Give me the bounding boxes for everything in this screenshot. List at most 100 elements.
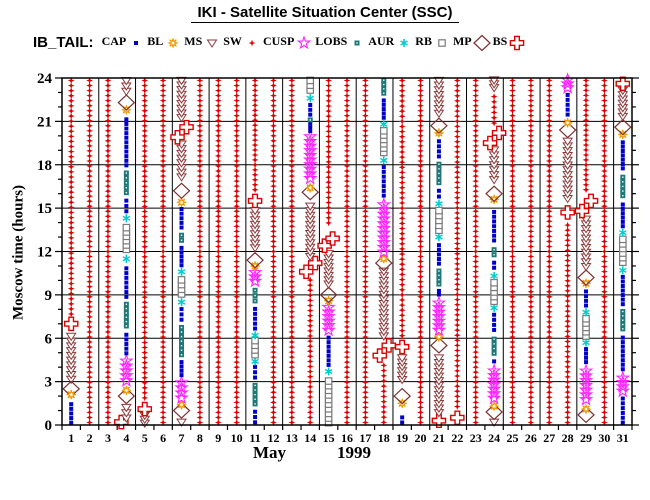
day-27-markers [545,77,553,426]
y-tick-label: 18 [37,158,52,174]
x-tick-label: 28 [562,431,574,445]
x-tick-label: 12 [267,431,279,445]
x-tick-label: 27 [543,431,555,445]
day-3-markers [104,77,112,426]
x-tick-label: 2 [87,431,93,445]
x-tick-label: 16 [341,431,353,445]
legend-item-label: CAP [101,34,127,49]
day-21-markers [430,76,448,428]
day-24-markers [482,76,507,428]
legend-item-BL: BL [147,33,182,51]
legend-item-label: AUR [368,34,395,49]
asterisk-cyan [400,39,409,48]
day-4-markers [114,77,136,430]
x-tick-label: 26 [525,431,537,445]
axes-frame [55,77,639,430]
x-tick-label: 11 [249,431,260,445]
day-10-markers [233,77,241,426]
x-tick-label: 31 [617,431,629,445]
day-2-markers [86,77,93,426]
day-19-markers [393,77,412,425]
page-title: IKI - Satellite Situation Center (SSC) [0,4,650,23]
legend-item-label: BS [492,34,508,49]
day-9-markers [214,77,222,426]
day-18-markers [372,77,397,426]
open-diamond-maroon [472,35,491,52]
x-tick-label: 4 [123,431,129,445]
day-5-markers [137,77,153,428]
x-tick-label: 7 [179,431,185,445]
day-7-markers [170,76,194,428]
page-title-text: IKI - Satellite Situation Center (SSC) [191,4,459,23]
day-13-markers [288,77,296,426]
legend-items: CAP BL MS SW CUSP LOBS AUR RB MP BS [102,33,529,52]
open-triangle-down-maroon [206,39,218,49]
x-tick-label: 25 [506,431,518,445]
open-star-magenta [296,35,312,50]
day-31-markers [613,76,632,425]
y-tick-label: 6 [45,331,53,347]
x-tick-label: 17 [359,431,371,445]
x-tick-label: 14 [304,431,316,445]
x-axis-month-label: May [253,443,287,462]
x-tick-label: 29 [580,431,592,445]
day-1-markers [62,77,81,425]
day-12-markers [270,77,277,426]
y-tick-label: 0 [45,418,53,434]
filled-square-teal [354,40,360,46]
open-sun-orange [168,38,178,49]
x-tick-label: 3 [105,431,111,445]
y-tick-label: 3 [45,375,53,391]
x-tick-label: 22 [451,431,463,445]
day-29-markers [574,77,599,424]
day-columns [62,72,632,430]
day-8-markers [196,77,204,426]
x-tick-label: 30 [598,431,610,445]
legend-item-BS: BS [493,33,527,51]
filled-star-red [248,40,256,47]
day-15-markers [317,77,340,427]
legend-item-CAP: CAP [102,33,146,51]
y-tick-label: 15 [37,201,52,217]
x-tick-label: 8 [197,431,203,445]
x-tick-label: 18 [378,431,390,445]
day-23-markers [472,77,480,426]
legend-item-LOBS: LOBS [315,33,366,51]
x-tick-label: 13 [286,431,298,445]
legend-item-label: BL [147,34,164,49]
legend-item-label: MS [184,34,203,49]
day-11-markers [246,77,264,425]
legend: IB_TAIL: CAP BL MS SW CUSP LOBS AUR RB MP BS [33,33,528,53]
x-axis-year-label: 1999 [337,443,371,462]
legend-item-label: LOBS [315,34,348,49]
legend-item-SW: SW [223,33,261,51]
legend-item-CUSP: CUSP [263,33,313,51]
x-tick-label: 6 [160,431,166,445]
day-28-markers [558,72,577,426]
satellite-label: IB_TAIL: [33,33,94,51]
legend-item-RB: RB [415,33,451,51]
day-16-markers [343,77,351,426]
y-tick-label: 21 [37,114,52,130]
day-25-markers [509,77,516,426]
day-6-markers [159,77,167,426]
legend-item-label: MP [452,34,472,49]
legend-item-label: CUSP [262,34,295,49]
x-tick-label: 15 [323,431,335,445]
day-20-markers [417,77,424,426]
x-tick-label: 20 [415,431,427,445]
day-17-markers [362,77,369,426]
legend-item-MP: MP [452,33,491,52]
filled-square-blue [134,41,139,46]
y-tick-label: 9 [45,288,53,304]
x-tick-label: 1 [68,431,74,445]
x-tick-label: 23 [470,431,482,445]
day-30-markers [601,77,608,426]
open-cross-red [510,36,525,51]
x-tick-label: 10 [231,431,243,445]
y-tick-label: 24 [37,71,53,87]
day-26-markers [527,77,535,426]
y-tick-label: 12 [37,245,52,261]
x-tick-label: 5 [142,431,148,445]
